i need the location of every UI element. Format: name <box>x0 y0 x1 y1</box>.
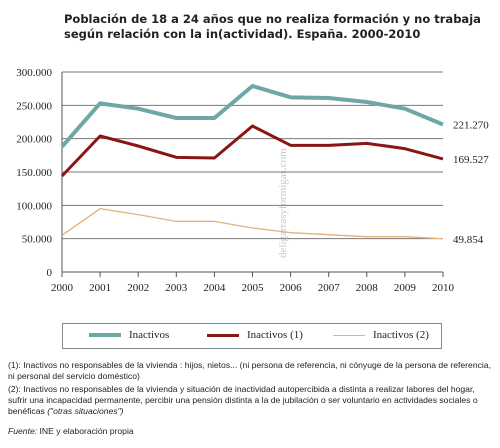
x-tick-label: 2000 <box>51 282 74 294</box>
series-lines <box>60 84 444 240</box>
footnote-1: (1): Inactivos no responsables de la viv… <box>8 360 491 381</box>
series-line-1 <box>60 84 444 148</box>
legend-label-inactivos-1: Inactivos (1) <box>247 329 303 341</box>
series-line-2 <box>60 124 444 178</box>
legend-label-inactivos-2: Inactivos (2) <box>373 329 429 341</box>
legend-item-inactivos-1: Inactivos (1) <box>207 329 303 341</box>
source-label: Fuente: <box>8 426 38 436</box>
legend-swatch-inactivos <box>89 333 121 337</box>
footnote-2-text: (2): Inactivos no responsables de la viv… <box>8 384 478 416</box>
footnotes: (1): Inactivos no responsables de la viv… <box>8 360 494 419</box>
x-tick-label: 2008 <box>356 282 379 294</box>
end-labels: 221.270 169.527 49.854 <box>453 119 489 245</box>
legend-swatch-inactivos-1 <box>207 333 239 337</box>
chart-legend: Inactivos Inactivos (1) Inactivos (2) <box>62 323 442 349</box>
y-tick-label: 50.000 <box>22 234 53 246</box>
x-tick-label: 2006 <box>280 282 303 294</box>
x-tick-label: 2002 <box>127 282 149 294</box>
end-label-1: 221.270 <box>453 119 489 131</box>
x-tick-label: 2001 <box>89 282 111 294</box>
grid-lines <box>61 71 443 273</box>
footnote-2: (2): Inactivos no responsables de la viv… <box>8 384 494 417</box>
x-tick-label: 2009 <box>394 282 417 294</box>
chart-title: Población de 18 a 24 años que no realiza… <box>64 12 481 41</box>
y-tick-label: 0 <box>47 267 53 279</box>
legend-item-inactivos: Inactivos <box>89 329 169 341</box>
y-tick-label: 200.000 <box>16 134 52 146</box>
x-tick-label: 2003 <box>165 282 188 294</box>
watermark: deligarrasyformigas.com <box>277 148 289 258</box>
series-line-3 <box>61 208 444 240</box>
x-tick-label: 2007 <box>318 282 341 294</box>
footnote-2-italic: ("otras situaciones") <box>47 406 124 416</box>
x-tick-label: 2005 <box>242 282 265 294</box>
y-tick-label: 150.000 <box>16 167 52 179</box>
y-axis-ticks: 0 50.000 100.000 150.000 200.000 250.000 300.0… <box>16 67 52 279</box>
y-tick-label: 250.000 <box>16 100 52 112</box>
source-line: Fuente: INE y elaboración propia <box>8 426 134 436</box>
x-axis-ticks: 2000 2001 2002 2003 2004 2005 2006 2007 2008 2009… <box>51 272 455 294</box>
legend-swatch-inactivos-2 <box>333 334 365 336</box>
source-text: INE y elaboración propia <box>39 426 134 436</box>
x-tick-label: 2004 <box>203 282 226 294</box>
end-label-3: 49.854 <box>453 234 484 246</box>
y-tick-label: 100.000 <box>16 200 52 212</box>
y-tick-label: 300.000 <box>16 67 52 79</box>
legend-item-inactivos-2: Inactivos (2) <box>333 329 429 341</box>
end-label-2: 169.527 <box>453 154 489 166</box>
x-tick-label: 2010 <box>432 282 455 294</box>
legend-label-inactivos: Inactivos <box>129 329 170 341</box>
line-chart: 0 50.000 100.000 150.000 200.000 250.000 300.0… <box>16 67 489 294</box>
